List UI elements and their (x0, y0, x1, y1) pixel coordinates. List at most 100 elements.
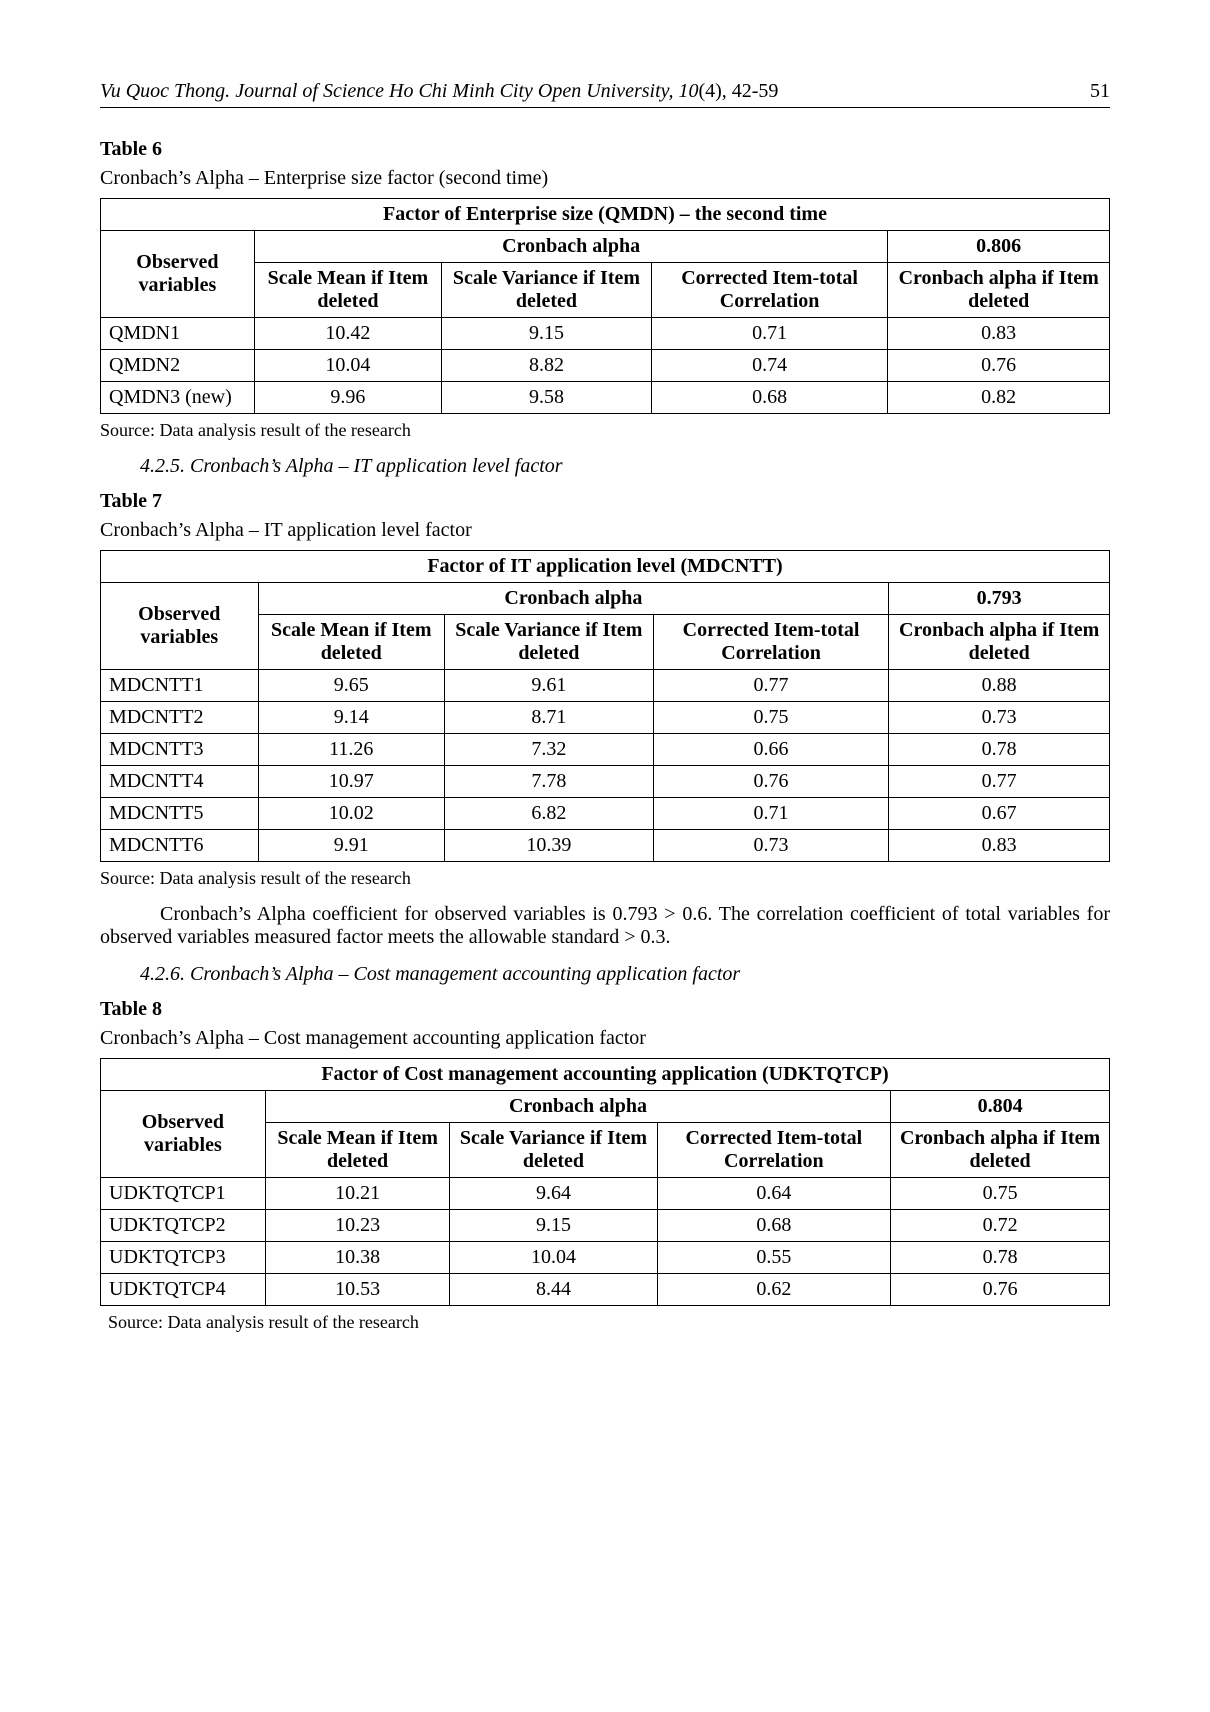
cell-var: QMDN2 (101, 350, 255, 382)
table-row: UDKTQTCP1 10.21 9.64 0.64 0.75 (101, 1178, 1110, 1210)
cell: 9.61 (444, 670, 653, 702)
table6-col3: Corrected Item-total Correlation (651, 263, 887, 318)
cell: 9.58 (442, 382, 652, 414)
table6-col4: Cronbach alpha if Item deleted (888, 263, 1110, 318)
cell: 8.44 (450, 1274, 657, 1306)
paragraph-after-table7: Cronbach’s Alpha coefficient for observe… (100, 903, 1110, 949)
paragraph-text: Cronbach’s Alpha coefficient for observe… (100, 903, 1110, 948)
table8-alpha-label: Cronbach alpha (265, 1091, 890, 1123)
table6-factor-title: Factor of Enterprise size (QMDN) – the s… (101, 199, 1110, 231)
table8-col2: Scale Variance if Item deleted (450, 1123, 657, 1178)
table-row: UDKTQTCP2 10.23 9.15 0.68 0.72 (101, 1210, 1110, 1242)
table8-observed-header: Observed variables (101, 1091, 266, 1178)
table-row: QMDN1 10.42 9.15 0.71 0.83 (101, 318, 1110, 350)
cell: 8.71 (444, 702, 653, 734)
cell: 0.78 (889, 734, 1110, 766)
table-row: MDCNTT6 9.91 10.39 0.73 0.83 (101, 830, 1110, 862)
cell-var: UDKTQTCP2 (101, 1210, 266, 1242)
cell: 0.77 (653, 670, 888, 702)
cell: 0.76 (888, 350, 1110, 382)
cell: 10.23 (265, 1210, 450, 1242)
cell: 0.83 (888, 318, 1110, 350)
cell: 0.82 (888, 382, 1110, 414)
cell: 0.77 (889, 766, 1110, 798)
cell: 0.75 (891, 1178, 1110, 1210)
cell-var: MDCNTT2 (101, 702, 259, 734)
cell: 0.83 (889, 830, 1110, 862)
table6-col2: Scale Variance if Item deleted (442, 263, 652, 318)
table6: Factor of Enterprise size (QMDN) – the s… (100, 198, 1110, 414)
table8-source: Source: Data analysis result of the rese… (108, 1312, 1110, 1333)
cell: 0.72 (891, 1210, 1110, 1242)
cell: 0.88 (889, 670, 1110, 702)
running-header: Vu Quoc Thong. Journal of Science Ho Chi… (100, 80, 1110, 108)
cell: 0.73 (653, 830, 888, 862)
table6-col1: Scale Mean if Item deleted (254, 263, 441, 318)
cell: 0.73 (889, 702, 1110, 734)
cell-var: MDCNTT6 (101, 830, 259, 862)
cell-var: MDCNTT3 (101, 734, 259, 766)
header-citation: Vu Quoc Thong. Journal of Science Ho Chi… (100, 80, 778, 103)
cell: 0.75 (653, 702, 888, 734)
cell-var: UDKTQTCP4 (101, 1274, 266, 1306)
cell-var: MDCNTT4 (101, 766, 259, 798)
table-row: QMDN2 10.04 8.82 0.74 0.76 (101, 350, 1110, 382)
cell: 0.76 (653, 766, 888, 798)
cell-var: MDCNTT5 (101, 798, 259, 830)
cell: 7.78 (444, 766, 653, 798)
table7-col1: Scale Mean if Item deleted (258, 615, 444, 670)
cell: 10.53 (265, 1274, 450, 1306)
table8-alpha-row: Observed variables Cronbach alpha 0.804 (101, 1091, 1110, 1123)
table7-col4: Cronbach alpha if Item deleted (889, 615, 1110, 670)
cell-var: QMDN3 (new) (101, 382, 255, 414)
table8-alpha-value: 0.804 (891, 1091, 1110, 1123)
cell: 10.97 (258, 766, 444, 798)
table8-col4: Cronbach alpha if Item deleted (891, 1123, 1110, 1178)
cell-var: QMDN1 (101, 318, 255, 350)
header-journal: Journal of Science Ho Chi Minh City Open… (235, 80, 698, 102)
table6-source: Source: Data analysis result of the rese… (100, 420, 1110, 441)
subheading-425: 4.2.5. Cronbach’s Alpha – IT application… (140, 455, 1110, 478)
cell: 9.65 (258, 670, 444, 702)
cell: 9.15 (442, 318, 652, 350)
cell: 0.55 (657, 1242, 891, 1274)
subheading-426: 4.2.6. Cronbach’s Alpha – Cost managemen… (140, 963, 1110, 986)
cell: 7.32 (444, 734, 653, 766)
table7-col3: Corrected Item-total Correlation (653, 615, 888, 670)
cell: 9.91 (258, 830, 444, 862)
cell: 10.42 (254, 318, 441, 350)
table-row: MDCNTT2 9.14 8.71 0.75 0.73 (101, 702, 1110, 734)
table-row: UDKTQTCP3 10.38 10.04 0.55 0.78 (101, 1242, 1110, 1274)
header-author: Vu Quoc Thong. (100, 80, 230, 102)
cell: 10.21 (265, 1178, 450, 1210)
table8-caption: Cronbach’s Alpha – Cost management accou… (100, 1027, 1110, 1050)
cell: 0.68 (657, 1210, 891, 1242)
table7-factor-title: Factor of IT application level (MDCNTT) (101, 551, 1110, 583)
table8-label: Table 8 (100, 998, 1110, 1021)
table7-label: Table 7 (100, 490, 1110, 513)
table-row: QMDN3 (new) 9.96 9.58 0.68 0.82 (101, 382, 1110, 414)
table6-alpha-row: Observed variables Cronbach alpha 0.806 (101, 231, 1110, 263)
table-row: MDCNTT1 9.65 9.61 0.77 0.88 (101, 670, 1110, 702)
table7-observed-header: Observed variables (101, 583, 259, 670)
table8-col3: Corrected Item-total Correlation (657, 1123, 891, 1178)
cell: 8.82 (442, 350, 652, 382)
table6-observed-header: Observed variables (101, 231, 255, 318)
cell: 0.71 (651, 318, 887, 350)
table7-col2: Scale Variance if Item deleted (444, 615, 653, 670)
table6-alpha-label: Cronbach alpha (254, 231, 888, 263)
table-row: MDCNTT5 10.02 6.82 0.71 0.67 (101, 798, 1110, 830)
table-row: UDKTQTCP4 10.53 8.44 0.62 0.76 (101, 1274, 1110, 1306)
cell: 6.82 (444, 798, 653, 830)
table8-title-row: Factor of Cost management accounting app… (101, 1059, 1110, 1091)
table-row: MDCNTT3 11.26 7.32 0.66 0.78 (101, 734, 1110, 766)
cell-var: MDCNTT1 (101, 670, 259, 702)
table7-alpha-row: Observed variables Cronbach alpha 0.793 (101, 583, 1110, 615)
cell: 9.15 (450, 1210, 657, 1242)
table8-col1: Scale Mean if Item deleted (265, 1123, 450, 1178)
table7-alpha-label: Cronbach alpha (258, 583, 889, 615)
cell: 0.68 (651, 382, 887, 414)
cell: 10.04 (254, 350, 441, 382)
cell: 0.71 (653, 798, 888, 830)
cell-var: UDKTQTCP3 (101, 1242, 266, 1274)
